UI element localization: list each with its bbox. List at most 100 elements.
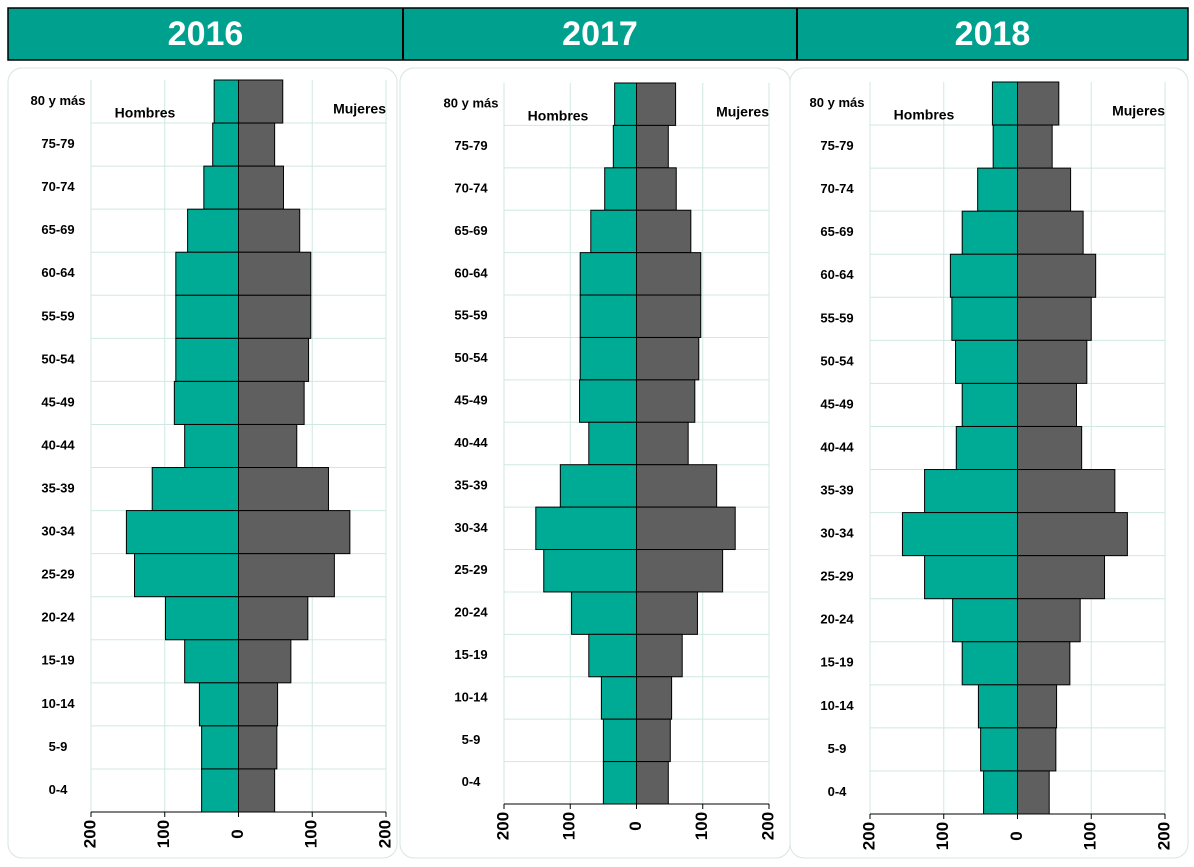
x-tick-label: 200 (375, 820, 394, 848)
category-label: 70-74 (41, 179, 75, 194)
bar (571, 591, 638, 635)
panel-frame (7, 67, 398, 859)
bar (636, 676, 673, 720)
bar (636, 167, 677, 211)
x-tick-label: 200 (493, 812, 512, 840)
bar (636, 464, 718, 508)
category-label: 45-49 (454, 393, 487, 408)
category-label: 10-14 (820, 698, 854, 713)
bar (636, 209, 692, 254)
bar (238, 510, 351, 555)
bar (238, 294, 312, 339)
category-label: 55-59 (41, 308, 74, 323)
bar (949, 253, 1019, 298)
bar (1017, 425, 1083, 471)
bar (213, 79, 240, 124)
category-label: 50-54 (41, 351, 75, 366)
bar (1017, 598, 1081, 643)
bar (184, 639, 240, 684)
bar (1017, 210, 1084, 255)
bar (602, 761, 637, 805)
bar (543, 549, 637, 593)
bar (951, 296, 1018, 341)
bar (590, 209, 637, 254)
category-label: 5-9 (49, 739, 68, 754)
category-label: 10-14 (41, 696, 75, 711)
bar (579, 252, 637, 296)
bar (579, 379, 638, 423)
bar (238, 725, 278, 770)
category-label: 40-44 (820, 439, 854, 454)
bar (175, 251, 239, 296)
bar (238, 639, 292, 684)
bar (238, 553, 335, 598)
bar (636, 506, 736, 551)
bar (1017, 124, 1053, 169)
bar (1017, 339, 1088, 384)
bar (612, 124, 637, 169)
category-label: 30-34 (820, 526, 854, 541)
category-label: 70-74 (454, 180, 488, 195)
bar (924, 555, 1019, 600)
bar (636, 82, 677, 126)
bar (201, 768, 239, 813)
panel-frame (789, 67, 1189, 859)
bar (1017, 81, 1060, 126)
legend-label: Mujeres (1112, 103, 1165, 119)
category-label: 75-79 (454, 138, 487, 153)
category-label: 15-19 (41, 653, 74, 668)
bar (212, 122, 239, 167)
bar (1017, 167, 1072, 212)
bar (980, 727, 1018, 772)
category-label: 30-34 (454, 520, 488, 535)
category-label: 65-69 (41, 222, 74, 237)
bar (238, 208, 301, 253)
bar (238, 251, 312, 296)
bar (955, 339, 1018, 384)
bar (1017, 555, 1106, 600)
x-tick-label: 0 (228, 829, 247, 838)
bar (238, 682, 279, 727)
x-tick-label: 200 (80, 820, 99, 848)
bar (1017, 512, 1128, 557)
category-label: 25-29 (820, 569, 853, 584)
bar (983, 770, 1019, 815)
bar (991, 81, 1018, 126)
chart-title: 2017 (562, 15, 638, 53)
category-label: 10-14 (454, 689, 488, 704)
bar (604, 167, 638, 211)
bar (952, 598, 1018, 643)
bar (588, 633, 637, 678)
legend-label: Hombres (115, 105, 176, 121)
bar (134, 553, 239, 598)
category-label: 75-79 (820, 138, 853, 153)
category-label: 35-39 (820, 482, 853, 497)
bar (1017, 382, 1077, 427)
bar (238, 768, 276, 813)
category-label: 0-4 (462, 774, 482, 789)
bar (636, 591, 698, 635)
category-label: 60-64 (41, 265, 75, 280)
category-label: 35-39 (41, 480, 74, 495)
bar (579, 336, 637, 381)
x-tick-label: 100 (560, 812, 579, 840)
bar (636, 761, 669, 805)
bar (173, 380, 239, 425)
x-tick-label: 100 (692, 812, 711, 840)
bar (238, 423, 298, 469)
bar (1017, 641, 1071, 686)
category-label: 0-4 (49, 782, 69, 797)
bar (151, 467, 239, 512)
category-label: 75-79 (41, 136, 74, 151)
x-tick-label: 0 (1007, 831, 1026, 840)
bar (579, 294, 637, 338)
bar (636, 294, 702, 338)
bar (977, 684, 1018, 729)
x-tick-label: 100 (302, 820, 321, 848)
category-label: 20-24 (454, 605, 488, 620)
category-label: 30-34 (41, 524, 75, 539)
bar (559, 464, 637, 508)
category-label: 60-64 (820, 267, 854, 282)
bar (1017, 296, 1092, 341)
category-label: 20-24 (41, 610, 75, 625)
